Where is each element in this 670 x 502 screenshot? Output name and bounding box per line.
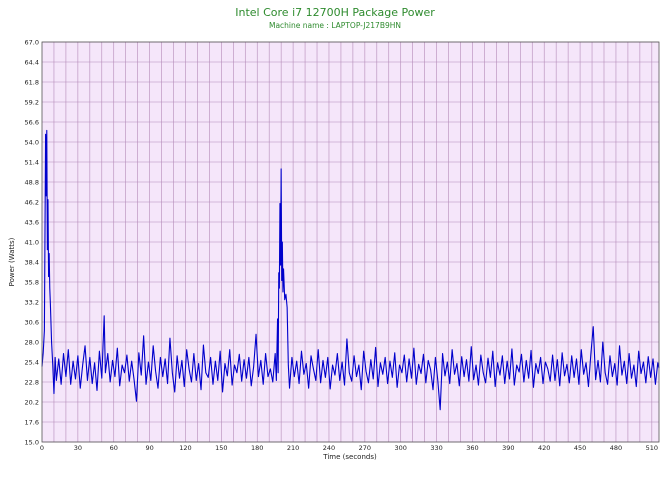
y-tick-label: 15.0	[25, 438, 39, 446]
y-tick-label: 30.6	[25, 318, 39, 326]
x-tick-label: 210	[287, 444, 299, 452]
x-tick-label: 90	[145, 444, 153, 452]
x-tick-label: 360	[466, 444, 478, 452]
series-layer	[41, 129, 660, 411]
y-tick-label: 56.6	[25, 118, 39, 126]
x-tick-label: 30	[74, 444, 82, 452]
y-tick-label: 61.8	[25, 78, 39, 86]
x-tick-label: 300	[395, 444, 407, 452]
chart-title: Intel Core i7 12700H Package Power	[235, 6, 435, 19]
x-tick-label: 240	[323, 444, 335, 452]
y-axis-label: Power (Watts)	[8, 237, 16, 286]
y-tick-label: 43.6	[25, 218, 39, 226]
x-tick-label: 330	[430, 444, 442, 452]
y-tick-label: 38.4	[25, 258, 39, 266]
x-tick-label: 420	[538, 444, 550, 452]
x-tick-label: 270	[359, 444, 371, 452]
y-tick-label: 28.0	[25, 338, 39, 346]
y-tick-label: 48.8	[25, 178, 39, 186]
y-tick-label: 25.4	[25, 358, 39, 366]
y-tick-label: 20.2	[25, 398, 39, 406]
x-tick-label: 510	[646, 444, 658, 452]
x-tick-label: 150	[215, 444, 227, 452]
y-tick-label: 46.2	[25, 198, 39, 206]
y-tick-label: 33.2	[25, 298, 39, 306]
x-tick-label: 180	[251, 444, 263, 452]
series-line-1	[41, 129, 660, 411]
y-tick-label: 35.8	[25, 278, 39, 286]
y-tick-label: 59.2	[25, 98, 39, 106]
plot-border	[41, 41, 660, 443]
x-axis-label: Time (seconds)	[322, 453, 377, 461]
y-axis-ticks: 15.0 17.6 20.2 22.8 25.4 28.0 30.6 33.2 35.8 38.4…	[25, 38, 39, 446]
y-tick-label: 17.6	[25, 418, 39, 426]
y-tick-label: 51.4	[25, 158, 39, 166]
x-tick-label: 120	[179, 444, 191, 452]
y-tick-label: 54.0	[25, 138, 39, 146]
x-tick-label: 450	[574, 444, 586, 452]
y-tick-label: 67.0	[25, 38, 39, 46]
x-tick-label: 480	[610, 444, 622, 452]
y-tick-label: 64.4	[25, 58, 39, 66]
y-tick-label: 41.0	[25, 238, 39, 246]
x-axis-ticks: 0 30 60 90 120 150 180 210 240 270 300 330 360 390 420…	[40, 444, 658, 452]
y-tick-label: 22.8	[25, 378, 39, 386]
x-tick-label: 60	[110, 444, 118, 452]
x-tick-label: 0	[40, 444, 44, 452]
chart-subtitle: Machine name : LAPTOP-J217B9HN	[269, 21, 401, 30]
x-tick-label: 390	[502, 444, 514, 452]
